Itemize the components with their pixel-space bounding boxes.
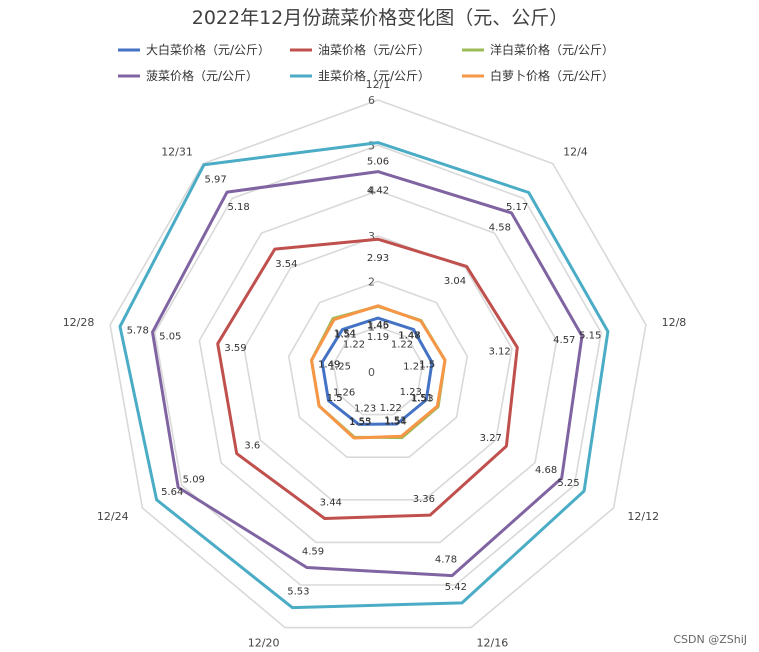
data-label: 5.53 (287, 587, 309, 598)
watermark-text: CSDN @ZShiJ (673, 633, 747, 646)
tick-label-2: 2 (368, 275, 375, 288)
data-label: 1.21 (403, 362, 425, 373)
data-label: 5.64 (161, 487, 183, 498)
category-label: 12/8 (662, 316, 687, 329)
data-label: 2.93 (367, 253, 389, 264)
data-label: 5.42 (445, 582, 467, 593)
radial-tick-labels: 0 1 2 3 4 5 6 (368, 94, 375, 379)
tick-label-3: 3 (368, 230, 375, 243)
data-label: 1.51 (384, 415, 406, 426)
series-line-1 (320, 316, 434, 426)
data-label: 1.47 (398, 331, 420, 342)
category-label: 12/1 (366, 78, 391, 91)
data-label: 1.49 (318, 359, 340, 370)
legend-item-label: 油菜价格（元/公斤） (318, 42, 430, 57)
data-label: 5.97 (204, 175, 226, 186)
data-label: 1.45 (367, 320, 389, 331)
data-labels: 1.191.221.211.231.221.231.261.251.222.93… (127, 157, 602, 598)
data-label: 5.06 (367, 157, 389, 168)
data-label: 3.36 (413, 494, 435, 505)
data-label: 1.5 (327, 393, 343, 404)
data-label: 5.18 (227, 202, 249, 213)
data-label: 3.44 (320, 498, 342, 509)
series-lines (118, 141, 610, 610)
category-label: 12/24 (97, 510, 129, 523)
category-labels: 12/1 12/4 12/8 12/12 12/16 12/20 12/24 12/28 12/… (63, 78, 687, 650)
data-label: 1.55 (349, 417, 371, 428)
data-label: 5.25 (557, 478, 579, 489)
data-label: 3.6 (244, 441, 260, 452)
data-label: 1.54 (385, 417, 407, 428)
data-label: 5.09 (183, 474, 205, 485)
gridline-6 (109, 99, 647, 629)
data-label: 1.5 (327, 393, 343, 404)
tick-label-4: 4 (368, 185, 375, 198)
radar-grid (109, 99, 647, 629)
data-label: 4.78 (435, 555, 457, 566)
data-label: 1.23 (354, 404, 376, 415)
data-label: 4.58 (489, 223, 511, 234)
data-label: 3.54 (275, 259, 297, 270)
category-label: 12/4 (563, 145, 588, 158)
chart-title: 2022年12月份蔬菜价格变化图（元、公斤） (192, 7, 569, 29)
data-label: 4.57 (553, 335, 575, 346)
legend-item-label: 韭菜价格（元/公斤） (318, 68, 430, 83)
data-label: 3.12 (488, 347, 510, 358)
data-label: 1.46 (367, 320, 389, 331)
data-label: 3.04 (444, 276, 466, 287)
data-label: 1.22 (391, 339, 413, 350)
data-label: 1.5 (419, 359, 435, 370)
data-label: 5.15 (579, 331, 601, 342)
series-line-2 (216, 237, 519, 520)
legend: 大白菜价格（元/公斤） 油菜价格（元/公斤） 洋白菜价格（元/公斤） 菠菜价格（元/公… (118, 42, 614, 83)
data-label: 4.68 (535, 465, 557, 476)
data-label: 1.48 (398, 330, 420, 341)
legend-item-label: 洋白菜价格（元/公斤） (490, 42, 614, 57)
gridline-1 (332, 325, 424, 416)
data-label: 1.25 (329, 361, 351, 372)
data-label: 1.22 (343, 339, 365, 350)
gridline-2 (287, 280, 469, 459)
data-label: 1.54 (334, 328, 356, 339)
data-label: 1.53 (349, 416, 371, 427)
data-label: 4.42 (367, 186, 389, 197)
data-label: 5.78 (127, 326, 149, 337)
data-label: 1.22 (380, 403, 402, 414)
data-label: 5.05 (159, 331, 181, 342)
category-label: 12/28 (63, 316, 95, 329)
data-label: 1.5 (419, 359, 435, 370)
series-line-6 (310, 304, 447, 440)
data-label: 1.19 (367, 332, 389, 343)
gridline-4 (198, 189, 558, 544)
tick-label-1: 1 (368, 321, 375, 334)
data-label: 1.23 (400, 387, 422, 398)
data-label: 3.59 (224, 343, 246, 354)
tick-label-5: 5 (368, 139, 375, 152)
data-label: 1.26 (333, 388, 355, 399)
data-label: 3.27 (480, 433, 502, 444)
gridline-5 (153, 144, 603, 586)
data-label: 1.53 (411, 394, 433, 405)
data-label: 1.49 (318, 359, 340, 370)
data-label: 5.17 (506, 202, 528, 213)
gridline-3 (243, 235, 513, 501)
series-line-4 (151, 170, 584, 578)
data-label: 4.59 (302, 547, 324, 558)
legend-item-label: 大白菜价格（元/公斤） (146, 42, 270, 57)
tick-label-0: 0 (368, 366, 375, 379)
tick-label-6: 6 (368, 94, 375, 107)
data-label: 1.51 (411, 393, 433, 404)
category-label: 12/16 (477, 637, 509, 650)
data-label: 1.51 (334, 329, 356, 340)
legend-item-label: 菠菜价格（元/公斤） (146, 68, 258, 83)
series-line-5 (118, 141, 610, 610)
legend-item-label: 白萝卜价格（元/公斤） (490, 68, 614, 83)
category-label: 12/20 (248, 637, 280, 650)
category-label: 12/31 (161, 145, 193, 158)
category-label: 12/12 (627, 510, 659, 523)
